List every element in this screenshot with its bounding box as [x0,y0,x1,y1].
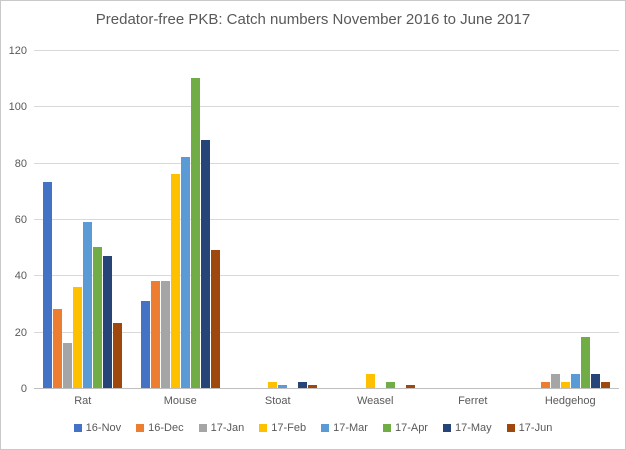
gridline-y-20 [34,331,619,333]
legend-label: 17-Apr [394,422,428,434]
legend-label: 17-Jun [518,422,553,434]
legend-marker-icon [382,424,391,432]
legend-marker-icon [321,424,330,432]
y-axis-tick-label-0: 0 [20,383,27,395]
x-axis-category-label-weasel: Weasel [357,395,394,407]
bar-17-Jun-Hedgehog [600,382,610,388]
legend: 16-Nov 16-Dec 17-Jan 17-Feb 17-Mar 17-Apr 17-M… [1,422,625,434]
legend-item-17-Mar: 17-Mar [321,422,368,434]
bar-16-Nov-Rat [43,182,53,388]
bar-17-May-Mouse [200,140,210,388]
legend-item-17-Jun: 17-Jun [506,422,553,434]
legend-marker-icon [136,424,145,432]
bar-17-Mar-Rat [83,221,93,388]
plot-area: 0 20 40 60 80 100 120 Rat Mouse Stoat Weasel Ferret… [9,45,619,407]
legend-item-17-Feb: 17-Feb [259,422,306,434]
bar-17-Apr-Weasel [385,382,395,388]
gridline-y-0 [34,388,619,389]
bar-17-May-Hedgehog [590,373,600,388]
gridline-y-100 [34,106,619,108]
x-axis-category-label-mouse: Mouse [163,395,197,407]
gridline-y-40 [34,275,619,277]
bar-17-Apr-Rat [93,247,103,388]
bar-16-Dec-Hedgehog [540,382,550,388]
legend-label: 17-May [454,422,492,434]
bar-17-Jun-Stoat [308,385,318,388]
legend-marker-icon [442,424,451,432]
legend-marker-icon [259,424,268,432]
y-axis-tick-label-20: 20 [14,326,27,339]
bar-17-Feb-Stoat [268,382,278,388]
bar-17-Mar-Stoat [278,385,288,388]
legend-label: 17-Jan [210,422,245,434]
bar-17-Jun-Mouse [210,249,220,388]
x-axis-category-label-ferret: Ferret [458,395,488,407]
y-axis-tick-label-60: 60 [14,214,27,226]
bar-17-Jun-Rat [113,323,123,388]
bar-16-Dec-Mouse [150,280,160,388]
bar-17-May-Rat [103,255,113,388]
legend-item-17-Apr: 17-Apr [382,422,428,434]
bar-17-Feb-Hedgehog [560,382,570,388]
bar-17-May-Stoat [298,382,308,388]
legend-item-16-Nov: 16-Nov [73,422,122,434]
y-axis-tick-label-120: 120 [8,45,27,57]
legend-label: 16-Nov [85,422,122,434]
bar-16-Nov-Mouse [140,300,150,388]
gridline-y-120 [34,50,619,51]
bar-16-Dec-Rat [53,309,63,388]
y-axis-tick-label-40: 40 [14,270,27,283]
bar-17-Feb-Weasel [365,373,375,388]
bar-17-Jan-Mouse [160,280,170,388]
bar-17-Apr-Hedgehog [580,337,590,388]
legend-label: 16-Dec [148,422,184,434]
bar-17-Mar-Hedgehog [570,373,580,388]
bar-17-Jun-Weasel [405,385,415,388]
legend-marker-icon [198,424,207,432]
gridline-y-60 [34,219,619,220]
bar-17-Jan-Rat [63,342,73,388]
x-axis-category-label-hedgehog: Hedgehog [544,395,596,407]
chart-title: Predator-free PKB: Catch numbers Novembe… [95,11,531,28]
legend-item-17-May: 17-May [442,422,492,434]
gridline-y-80 [34,162,619,164]
legend-label: 17-Feb [271,422,307,434]
bar-17-Apr-Mouse [190,78,200,388]
x-axis-category-label-stoat: Stoat [264,395,291,407]
bar-17-Jan-Hedgehog [550,373,560,388]
legend-label: 17-Mar [333,422,368,434]
y-axis-tick-label-100: 100 [8,101,27,114]
legend-item-17-Jan: 17-Jan [198,422,245,434]
bar-17-Mar-Mouse [180,157,190,388]
y-axis-tick-label-80: 80 [14,157,27,170]
bar-17-Feb-Mouse [170,173,180,388]
legend-marker-icon [73,424,82,432]
legend-item-16-Dec: 16-Dec [136,422,184,434]
bar-17-Feb-Rat [73,286,83,388]
legend-marker-icon [506,424,515,432]
x-axis-category-label-rat: Rat [74,395,92,407]
